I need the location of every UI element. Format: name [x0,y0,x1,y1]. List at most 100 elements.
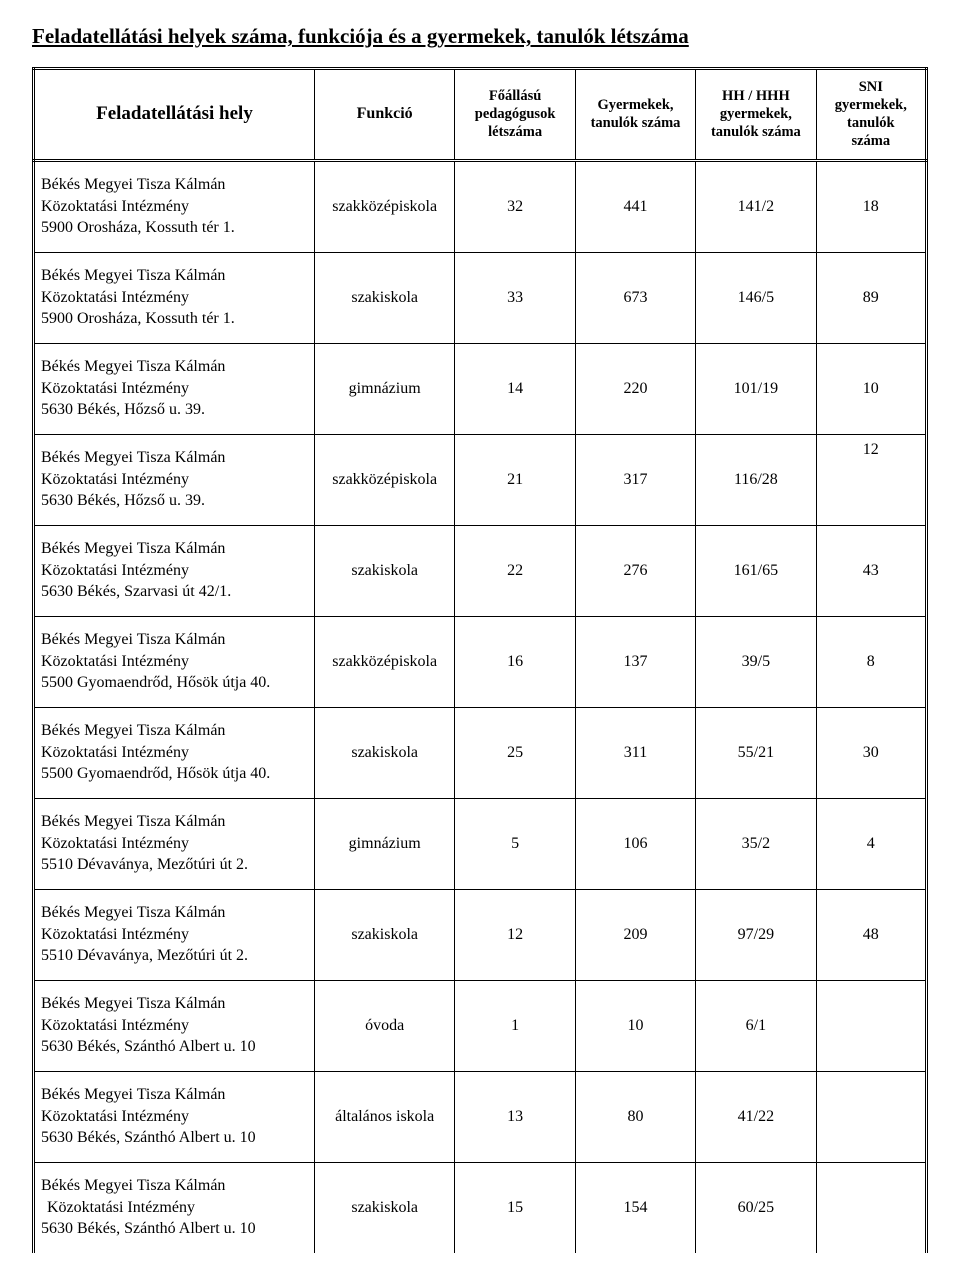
cell-pedagogus: 13 [455,1071,575,1162]
data-table: Feladatellátási hely Funkció Főállású pe… [32,67,928,1253]
cell-hh: 141/2 [696,160,816,252]
org-name-line2: Közoktatási Intézmény [41,378,306,400]
org-name-line2: Közoktatási Intézmény [41,651,306,673]
cell-function: óvoda [314,980,454,1071]
cell-pedagogus: 16 [455,616,575,707]
cell-function: szakközépiskola [314,160,454,252]
cell-tanulok: 106 [575,798,695,889]
cell-tanulok: 154 [575,1162,695,1253]
header-text: gyermekek, [700,105,811,123]
cell-location: Békés Megyei Tisza KálmánKözoktatási Int… [34,889,315,980]
header-text: pedagógusok [459,105,570,123]
cell-function: szakiskola [314,1162,454,1253]
cell-sni: 48 [816,889,926,980]
org-name-line1: Békés Megyei Tisza Kálmán [41,447,306,469]
header-text: létszáma [459,123,570,141]
org-address: 5630 Békés, Szánthó Albert u. 10 [41,1036,306,1058]
org-name-line1: Békés Megyei Tisza Kálmán [41,174,306,196]
header-text: SNI [821,78,921,96]
header-text: Főállású [459,87,570,105]
org-name-line2: Közoktatási Intézmény [41,469,306,491]
cell-sni [816,1162,926,1253]
table-row: Békés Megyei Tisza KálmánKözoktatási Int… [34,160,927,252]
cell-tanulok: 673 [575,252,695,343]
header-pedagogus: Főállású pedagógusok létszáma [455,69,575,161]
cell-hh: 39/5 [696,616,816,707]
cell-function: szakközépiskola [314,434,454,525]
cell-function: szakközépiskola [314,616,454,707]
org-address: 5630 Békés, Szánthó Albert u. 10 [41,1218,306,1240]
cell-hh: 101/19 [696,343,816,434]
cell-tanulok: 137 [575,616,695,707]
org-name-line2: Közoktatási Intézmény [41,924,306,946]
cell-function: gimnázium [314,798,454,889]
cell-function: gimnázium [314,343,454,434]
cell-sni [816,980,926,1071]
org-name-line2: Közoktatási Intézmény [41,742,306,764]
cell-sni: 4 [816,798,926,889]
cell-pedagogus: 33 [455,252,575,343]
org-address: 5500 Gyomaendrőd, Hősök útja 40. [41,672,306,694]
cell-function: szakiskola [314,889,454,980]
org-name-line1: Békés Megyei Tisza Kálmán [41,1084,306,1106]
org-address: 5900 Orosháza, Kossuth tér 1. [41,308,306,330]
cell-hh: 146/5 [696,252,816,343]
cell-sni: 30 [816,707,926,798]
header-sni: SNI gyermekek, tanulók száma [816,69,926,161]
org-name-line1: Békés Megyei Tisza Kálmán [41,1175,306,1197]
org-name-line2: Közoktatási Intézmény [41,287,306,309]
cell-tanulok: 10 [575,980,695,1071]
cell-pedagogus: 25 [455,707,575,798]
cell-pedagogus: 15 [455,1162,575,1253]
cell-pedagogus: 5 [455,798,575,889]
org-name-line1: Békés Megyei Tisza Kálmán [41,538,306,560]
table-row: Békés Megyei Tisza KálmánKözoktatási Int… [34,616,927,707]
cell-function: szakiskola [314,707,454,798]
cell-location: Békés Megyei Tisza KálmánKözoktatási Int… [34,434,315,525]
cell-pedagogus: 14 [455,343,575,434]
org-address: 5510 Dévaványa, Mezőtúri út 2. [41,945,306,967]
cell-location: Békés Megyei Tisza KálmánKözoktatási Int… [34,616,315,707]
table-header-row: Feladatellátási hely Funkció Főállású pe… [34,69,927,161]
cell-pedagogus: 22 [455,525,575,616]
org-address: 5510 Dévaványa, Mezőtúri út 2. [41,854,306,876]
header-text: gyermekek, [821,96,921,114]
cell-function: szakiskola [314,252,454,343]
table-row: Békés Megyei Tisza KálmánKözoktatási Int… [34,252,927,343]
cell-location: Békés Megyei Tisza KálmánKözoktatási Int… [34,1162,315,1253]
table-row: Békés Megyei Tisza KálmánKözoktatási Int… [34,889,927,980]
cell-function: szakiskola [314,525,454,616]
cell-hh: 97/29 [696,889,816,980]
org-name-line1: Békés Megyei Tisza Kálmán [41,720,306,742]
cell-location: Békés Megyei Tisza KálmánKözoktatási Int… [34,1071,315,1162]
org-name-line2: Közoktatási Intézmény [41,1106,306,1128]
org-name-line1: Békés Megyei Tisza Kálmán [41,902,306,924]
cell-tanulok: 317 [575,434,695,525]
header-text: tanulók száma [580,114,691,132]
cell-sni: 8 [816,616,926,707]
table-row: Békés Megyei Tisza KálmánKözoktatási Int… [34,525,927,616]
header-function: Funkció [314,69,454,161]
org-name-line2: Közoktatási Intézmény [41,833,306,855]
table-row: Békés Megyei Tisza KálmánKözoktatási Int… [34,1162,927,1253]
org-name-line2: Közoktatási Intézmény [41,1015,306,1037]
org-name-line1: Békés Megyei Tisza Kálmán [41,993,306,1015]
cell-hh: 60/25 [696,1162,816,1253]
org-name-line2: Közoktatási Intézmény [41,1197,306,1219]
cell-tanulok: 276 [575,525,695,616]
cell-sni: 43 [816,525,926,616]
cell-tanulok: 220 [575,343,695,434]
cell-function: általános iskola [314,1071,454,1162]
cell-location: Békés Megyei Tisza KálmánKözoktatási Int… [34,343,315,434]
org-name-line1: Békés Megyei Tisza Kálmán [41,811,306,833]
org-address: 5900 Orosháza, Kossuth tér 1. [41,217,306,239]
org-address: 5630 Békés, Szarvasi út 42/1. [41,581,306,603]
header-text: tanulók [821,114,921,132]
cell-location: Békés Megyei Tisza KálmánKözoktatási Int… [34,160,315,252]
header-text: tanulók száma [700,123,811,141]
header-tanulok: Gyermekek, tanulók száma [575,69,695,161]
org-address: 5500 Gyomaendrőd, Hősök útja 40. [41,763,306,785]
cell-location: Békés Megyei Tisza KálmánKözoktatási Int… [34,980,315,1071]
cell-sni: 18 [816,160,926,252]
cell-pedagogus: 21 [455,434,575,525]
